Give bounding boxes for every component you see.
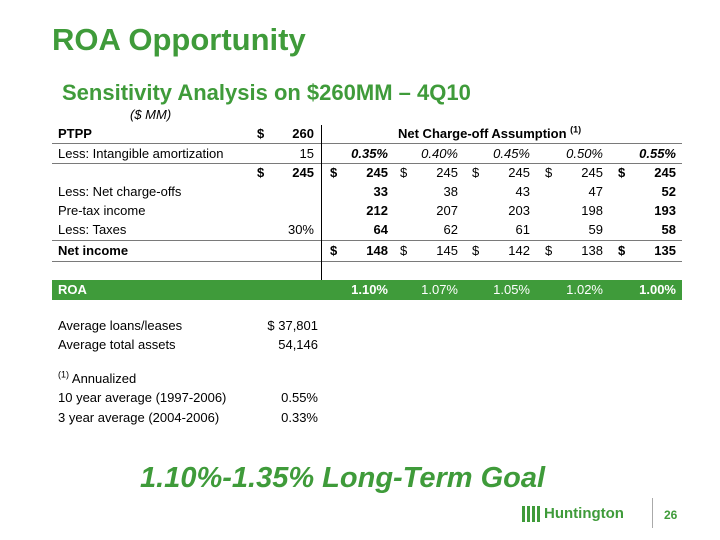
row-label-taxes: Less: Taxes: [58, 222, 127, 237]
scenario-rate: 0.55%: [639, 146, 676, 161]
scenario-rate: 0.45%: [493, 146, 530, 161]
scenario-pretax: 203: [508, 203, 530, 218]
avg-assets-value: 54,146: [278, 337, 318, 352]
scenario-net-dollar: $: [472, 243, 480, 258]
scenario-ptpp: 245: [366, 165, 388, 180]
row-label-pretax: Pre-tax income: [58, 203, 146, 218]
base-dollar: $: [257, 165, 265, 180]
scenario-ptpp-dollar: $: [330, 165, 338, 180]
logo-mark-icon: [522, 505, 540, 522]
huntington-logo: Huntington: [522, 505, 624, 522]
scenario-taxes: 58: [661, 222, 676, 237]
scenario-net: 145: [436, 243, 458, 258]
scenario-net: 142: [508, 243, 530, 258]
scenario-ptpp: 245: [654, 165, 676, 180]
scenario-net: 148: [366, 243, 388, 258]
scenario-ptpp-dollar: $: [545, 165, 553, 180]
scenario-pretax: 212: [366, 203, 388, 218]
row-label-nco: Less: Net charge-offs: [58, 184, 182, 199]
header-rule: [52, 143, 682, 144]
footnote-3yr-value: 0.33%: [281, 410, 318, 425]
footnote-heading: (1) Annualized: [58, 369, 137, 387]
scenario-pretax: 207: [436, 203, 458, 218]
scenario-net-dollar: $: [330, 243, 338, 258]
net-income-rule: [52, 261, 682, 262]
logo-text: Huntington: [544, 505, 624, 522]
roa-row: ROA 1.10% 1.07% 1.05% 1.02% 1.00%: [52, 280, 682, 300]
footnote-marker: (1): [58, 369, 69, 380]
units-note: ($ MM): [130, 107, 172, 122]
footnote-10yr-value: 0.55%: [281, 390, 318, 405]
scenario-nco: 38: [443, 184, 458, 199]
avg-loans-label: Average loans/leases: [58, 318, 183, 333]
footnote-label: Annualized: [71, 371, 137, 386]
scenario-roa: 1.00%: [639, 282, 676, 297]
scenario-ptpp: 245: [508, 165, 530, 180]
scenario-net-dollar: $: [618, 243, 626, 258]
nco-header-footnote-marker: (1): [570, 124, 582, 135]
long-term-goal: 1.10%-1.35% Long-Term Goal: [140, 462, 546, 494]
nco-header-text: Net Charge-off Assumption: [398, 126, 567, 141]
scenario-ptpp: 245: [581, 165, 603, 180]
scenario-taxes: 61: [515, 222, 530, 237]
scenario-roa: 1.07%: [421, 282, 458, 297]
slide-title: ROA Opportunity: [52, 22, 306, 57]
scenario-ptpp-dollar: $: [618, 165, 626, 180]
scenario-net: 138: [581, 243, 603, 258]
avg-loans-value: $ 37,801: [267, 318, 318, 333]
scenario-taxes: 64: [373, 222, 388, 237]
page-number-divider: [652, 498, 653, 528]
footnote-10yr-label: 10 year average (1997-2006): [58, 390, 227, 405]
base-value: 245: [292, 165, 314, 180]
scenario-taxes: 62: [443, 222, 458, 237]
scenario-nco: 33: [373, 184, 388, 199]
avg-assets-label: Average total assets: [58, 337, 176, 352]
nco-header: Net Charge-off Assumption (1): [398, 124, 582, 142]
taxes-rate: 30%: [287, 222, 314, 237]
page-number: 26: [664, 508, 678, 522]
scenario-nco: 52: [661, 184, 676, 199]
scenario-ptpp: 245: [436, 165, 458, 180]
scenario-taxes: 59: [588, 222, 603, 237]
taxes-rule: [52, 240, 682, 241]
scenario-net-dollar: $: [545, 243, 553, 258]
scenario-rate: 0.40%: [421, 146, 458, 161]
row-label-roa: ROA: [58, 282, 87, 297]
scenario-pretax: 193: [654, 203, 676, 218]
scenario-pretax: 198: [581, 203, 603, 218]
scenario-nco: 47: [588, 184, 603, 199]
ptpp-dollar: $: [257, 126, 265, 141]
ptpp-value: 260: [292, 126, 314, 141]
scenario-roa: 1.10%: [351, 282, 388, 297]
intangible-rule: [52, 163, 682, 164]
scenario-roa: 1.05%: [493, 282, 530, 297]
scenario-net-dollar: $: [400, 243, 408, 258]
scenario-roa: 1.02%: [566, 282, 603, 297]
footnote-3yr-label: 3 year average (2004-2006): [58, 410, 220, 425]
scenario-ptpp-dollar: $: [400, 165, 408, 180]
scenario-nco: 43: [515, 184, 530, 199]
row-label-ptpp: PTPP: [58, 126, 92, 141]
column-divider: [321, 125, 322, 300]
slide-subtitle: Sensitivity Analysis on $260MM – 4Q10: [62, 80, 471, 105]
scenario-rate: 0.50%: [566, 146, 603, 161]
row-label-net-income: Net income: [58, 243, 129, 258]
scenario-net: 135: [654, 243, 676, 258]
intangible-value: 15: [299, 146, 314, 161]
scenario-ptpp-dollar: $: [472, 165, 480, 180]
scenario-rate: 0.35%: [351, 146, 388, 161]
row-label-intangible: Less: Intangible amortization: [58, 146, 224, 161]
